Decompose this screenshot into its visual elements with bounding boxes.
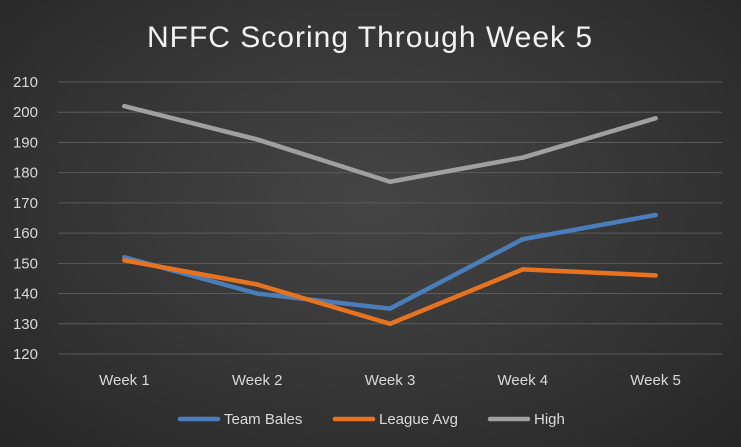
series-line-team-bales (122, 212, 658, 311)
x-tick-label: Week 5 (630, 372, 681, 389)
data-point (653, 273, 658, 278)
data-point (520, 267, 525, 272)
series-line-high (122, 103, 658, 184)
x-axis-ticks: Week 1 Week 2 Week 3 Week 4 Week 5 (99, 372, 681, 389)
y-tick-label: 130 (13, 316, 38, 333)
y-tick-label: 190 (13, 134, 38, 151)
data-point (653, 212, 658, 218)
data-point (122, 103, 127, 109)
x-tick-label: Week 2 (232, 372, 283, 389)
data-point (122, 258, 127, 263)
y-tick-label: 170 (13, 195, 38, 212)
chart-title: NFFC Scoring Through Week 5 (147, 21, 593, 54)
data-point (653, 116, 658, 121)
x-tick-label: Week 4 (498, 372, 549, 389)
legend-label: League Avg (379, 411, 458, 428)
data-point (255, 291, 260, 296)
y-tick-label: 160 (13, 225, 38, 242)
legend-label: Team Bales (224, 411, 302, 428)
data-point (387, 321, 393, 326)
data-point (255, 137, 260, 142)
series-group (122, 103, 658, 327)
data-point (387, 306, 393, 311)
y-tick-label: 150 (13, 255, 38, 272)
series-line-league-avg (122, 258, 658, 327)
data-point (520, 155, 525, 160)
y-tick-label: 200 (13, 104, 38, 121)
x-tick-label: Week 3 (365, 372, 416, 389)
y-tick-label: 210 (13, 74, 38, 91)
y-tick-label: 120 (13, 346, 38, 363)
grid-lines (58, 81, 722, 355)
legend: Team Bales League Avg High (177, 411, 565, 428)
data-point (387, 179, 393, 184)
y-axis-ticks: 120 130 140 150 160 170 180 190 200 210 (13, 74, 38, 363)
y-tick-label: 140 (13, 286, 38, 303)
x-tick-label: Week 1 (99, 372, 150, 389)
legend-label: High (534, 411, 565, 428)
y-tick-label: 180 (13, 165, 38, 182)
data-point (255, 282, 260, 287)
data-point (520, 236, 525, 242)
